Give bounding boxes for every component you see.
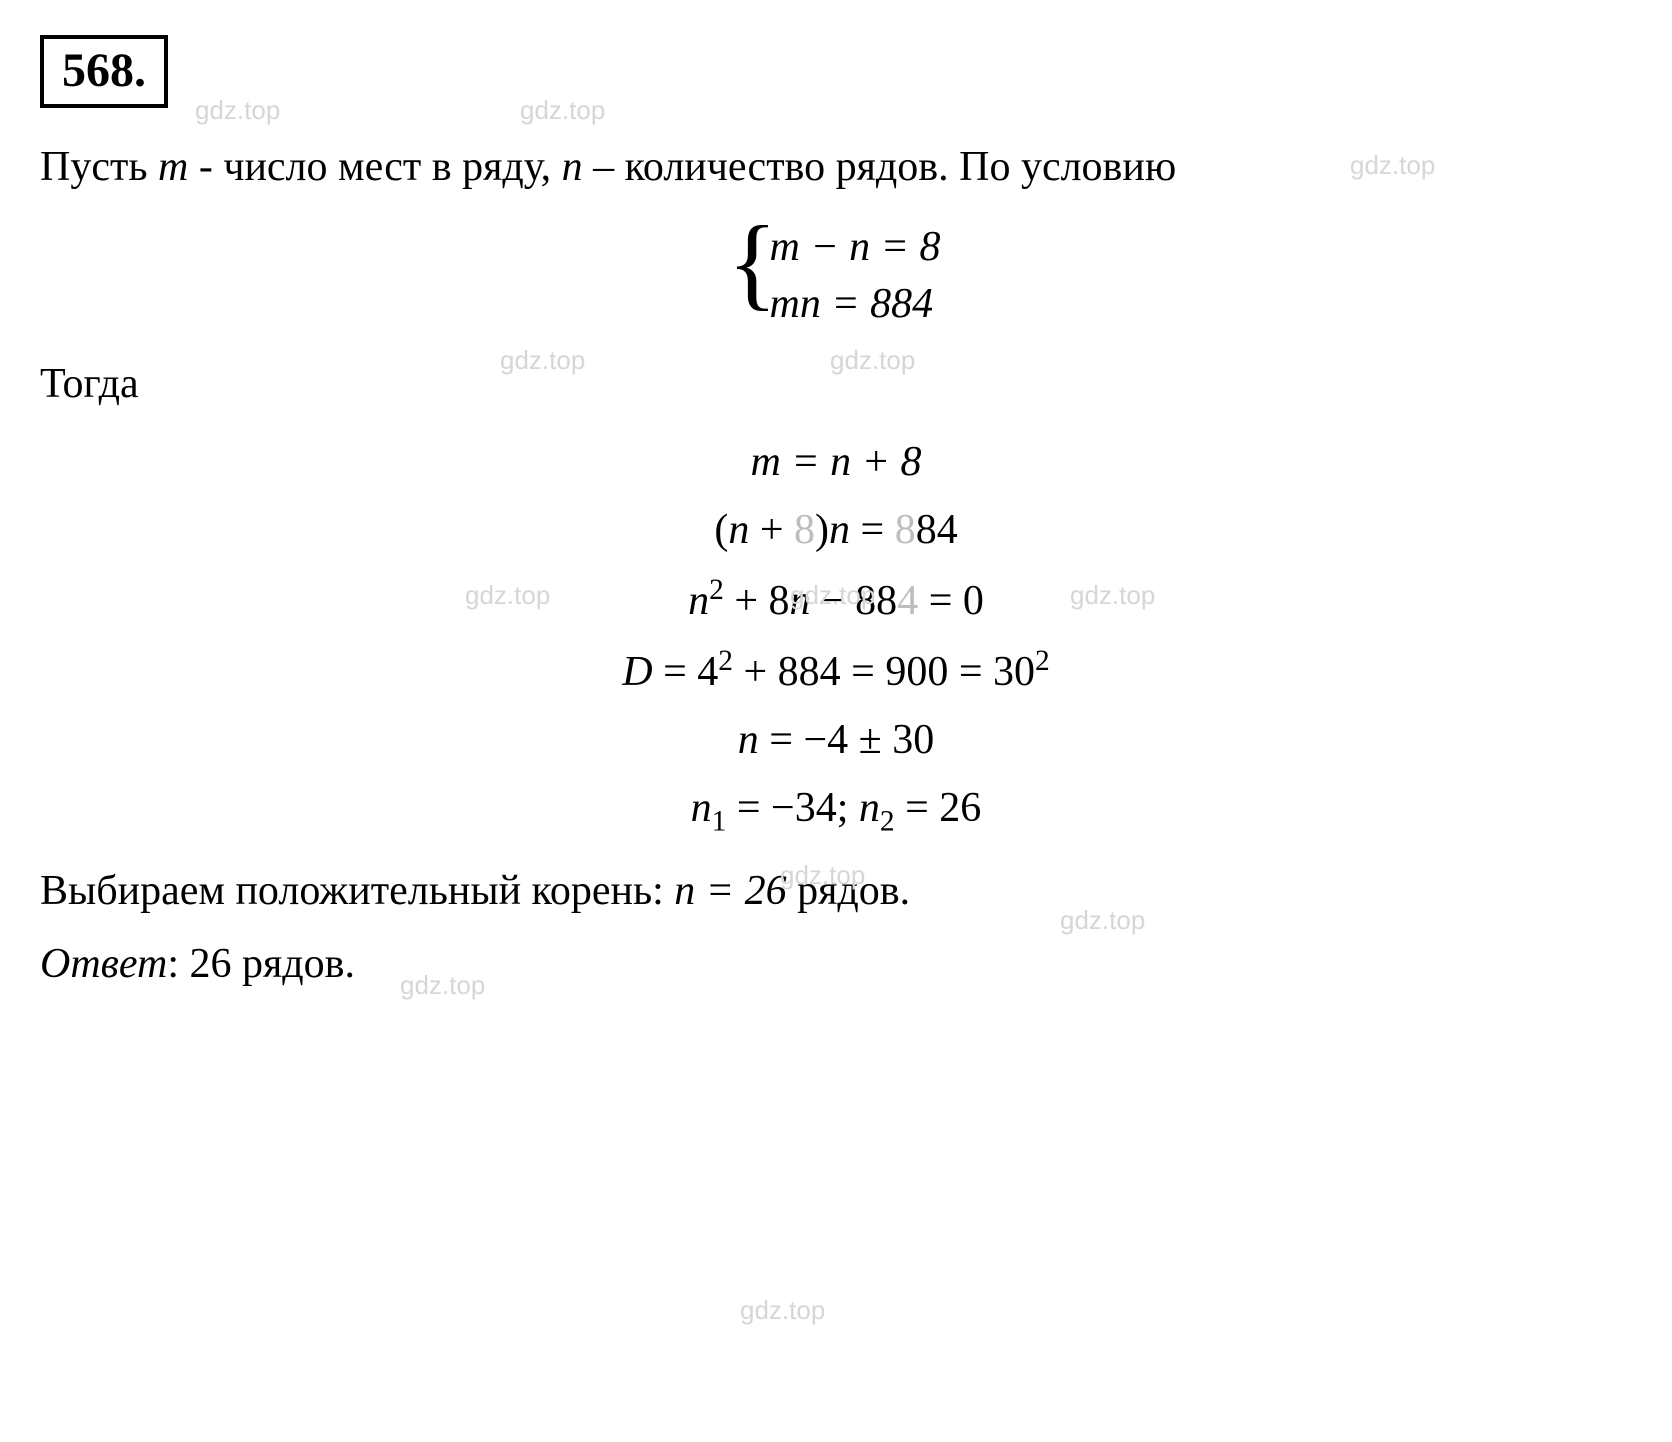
answer-line: Ответ: 26 рядов. (40, 931, 1632, 998)
intro-text-1: Пусть (40, 144, 158, 190)
eq6-b: = −34; (726, 785, 859, 831)
eq3-sup1: 2 (709, 574, 724, 606)
eq5-a: n (738, 717, 759, 763)
choose-prefix: Выбираем положительный корень: (40, 868, 674, 914)
intro-var-n: n (562, 144, 583, 190)
eq3-a: n (688, 578, 709, 624)
watermark-text: gdz.top (520, 95, 605, 126)
eq3-f: = 0 (918, 578, 984, 624)
eq1-text: m = n + 8 (750, 439, 921, 485)
eq2-a: ( (714, 507, 728, 553)
intro-text-2: - число мест в ряду, (188, 144, 561, 190)
choose-eq: n = 26 (674, 868, 786, 914)
brace-icon: { (727, 211, 777, 315)
eq4-c: + 884 = 900 = 30 (733, 649, 1035, 695)
eq2-h1: 8 (895, 507, 916, 553)
eq4-a: D (622, 649, 652, 695)
eq6-c: n (859, 785, 880, 831)
equation-6: n1 = −34; n2 = 26 (40, 784, 1632, 838)
intro-line: Пусть m - число мест в ряду, n – количес… (40, 134, 1632, 201)
answer-label: Ответ (40, 941, 167, 987)
choose-line: Выбираем положительный корень: n = 26 ря… (40, 858, 1632, 925)
equation-system: { m − n = 8 mn = 884 (731, 219, 940, 332)
eq2-e: ) (815, 507, 829, 553)
eq5-b: = −4 ± 30 (759, 717, 934, 763)
intro-var-m: m (158, 144, 188, 190)
intro-text-3: – количество рядов. По условию (583, 144, 1177, 190)
eq3-c: n (790, 578, 811, 624)
equation-4: D = 42 + 884 = 900 = 302 (40, 645, 1632, 696)
system-block: { m − n = 8 mn = 884 (40, 219, 1632, 332)
then-text: Тогда (40, 361, 139, 407)
eq4-b: = 4 (653, 649, 719, 695)
eq6-sub2: 2 (880, 805, 895, 837)
eq2-i: 4 (937, 507, 958, 553)
eq3-d: − 88 (811, 578, 898, 624)
eq2-f: n (829, 507, 850, 553)
eq2-c: + (749, 507, 794, 553)
eq2-b: n (728, 507, 749, 553)
eq3-b: + 8 (724, 578, 790, 624)
eq4-sup2: 2 (1035, 645, 1050, 677)
equation-2: (n + 8)n = 884 (40, 506, 1632, 554)
equation-1: m = n + 8 (40, 438, 1632, 486)
problem-number-box: 568. (40, 35, 168, 108)
eq2-g: = (850, 507, 895, 553)
page: 568. Пусть m - число мест в ряду, n – ко… (0, 0, 1672, 1442)
watermark-text: gdz.top (740, 1295, 825, 1326)
eq6-d: = 26 (895, 785, 982, 831)
equation-3: n2 + 8n − 884 = 0 (40, 574, 1632, 625)
watermark-text: gdz.top (195, 95, 280, 126)
eq4-sup1: 2 (718, 645, 733, 677)
eq3-e: 4 (897, 578, 918, 624)
eq2-h2: 8 (916, 507, 937, 553)
then-line: Тогда (40, 351, 1632, 418)
system-row-2: mn = 884 (769, 276, 940, 333)
choose-suffix: рядов. (787, 868, 911, 914)
system-row-1: m − n = 8 (769, 219, 940, 276)
equation-5: n = −4 ± 30 (40, 716, 1632, 764)
problem-number: 568. (62, 44, 146, 97)
answer-value: : 26 рядов. (167, 941, 355, 987)
eq2-d: 8 (794, 507, 815, 553)
eq6-sub1: 1 (712, 805, 727, 837)
eq6-a: n (691, 785, 712, 831)
